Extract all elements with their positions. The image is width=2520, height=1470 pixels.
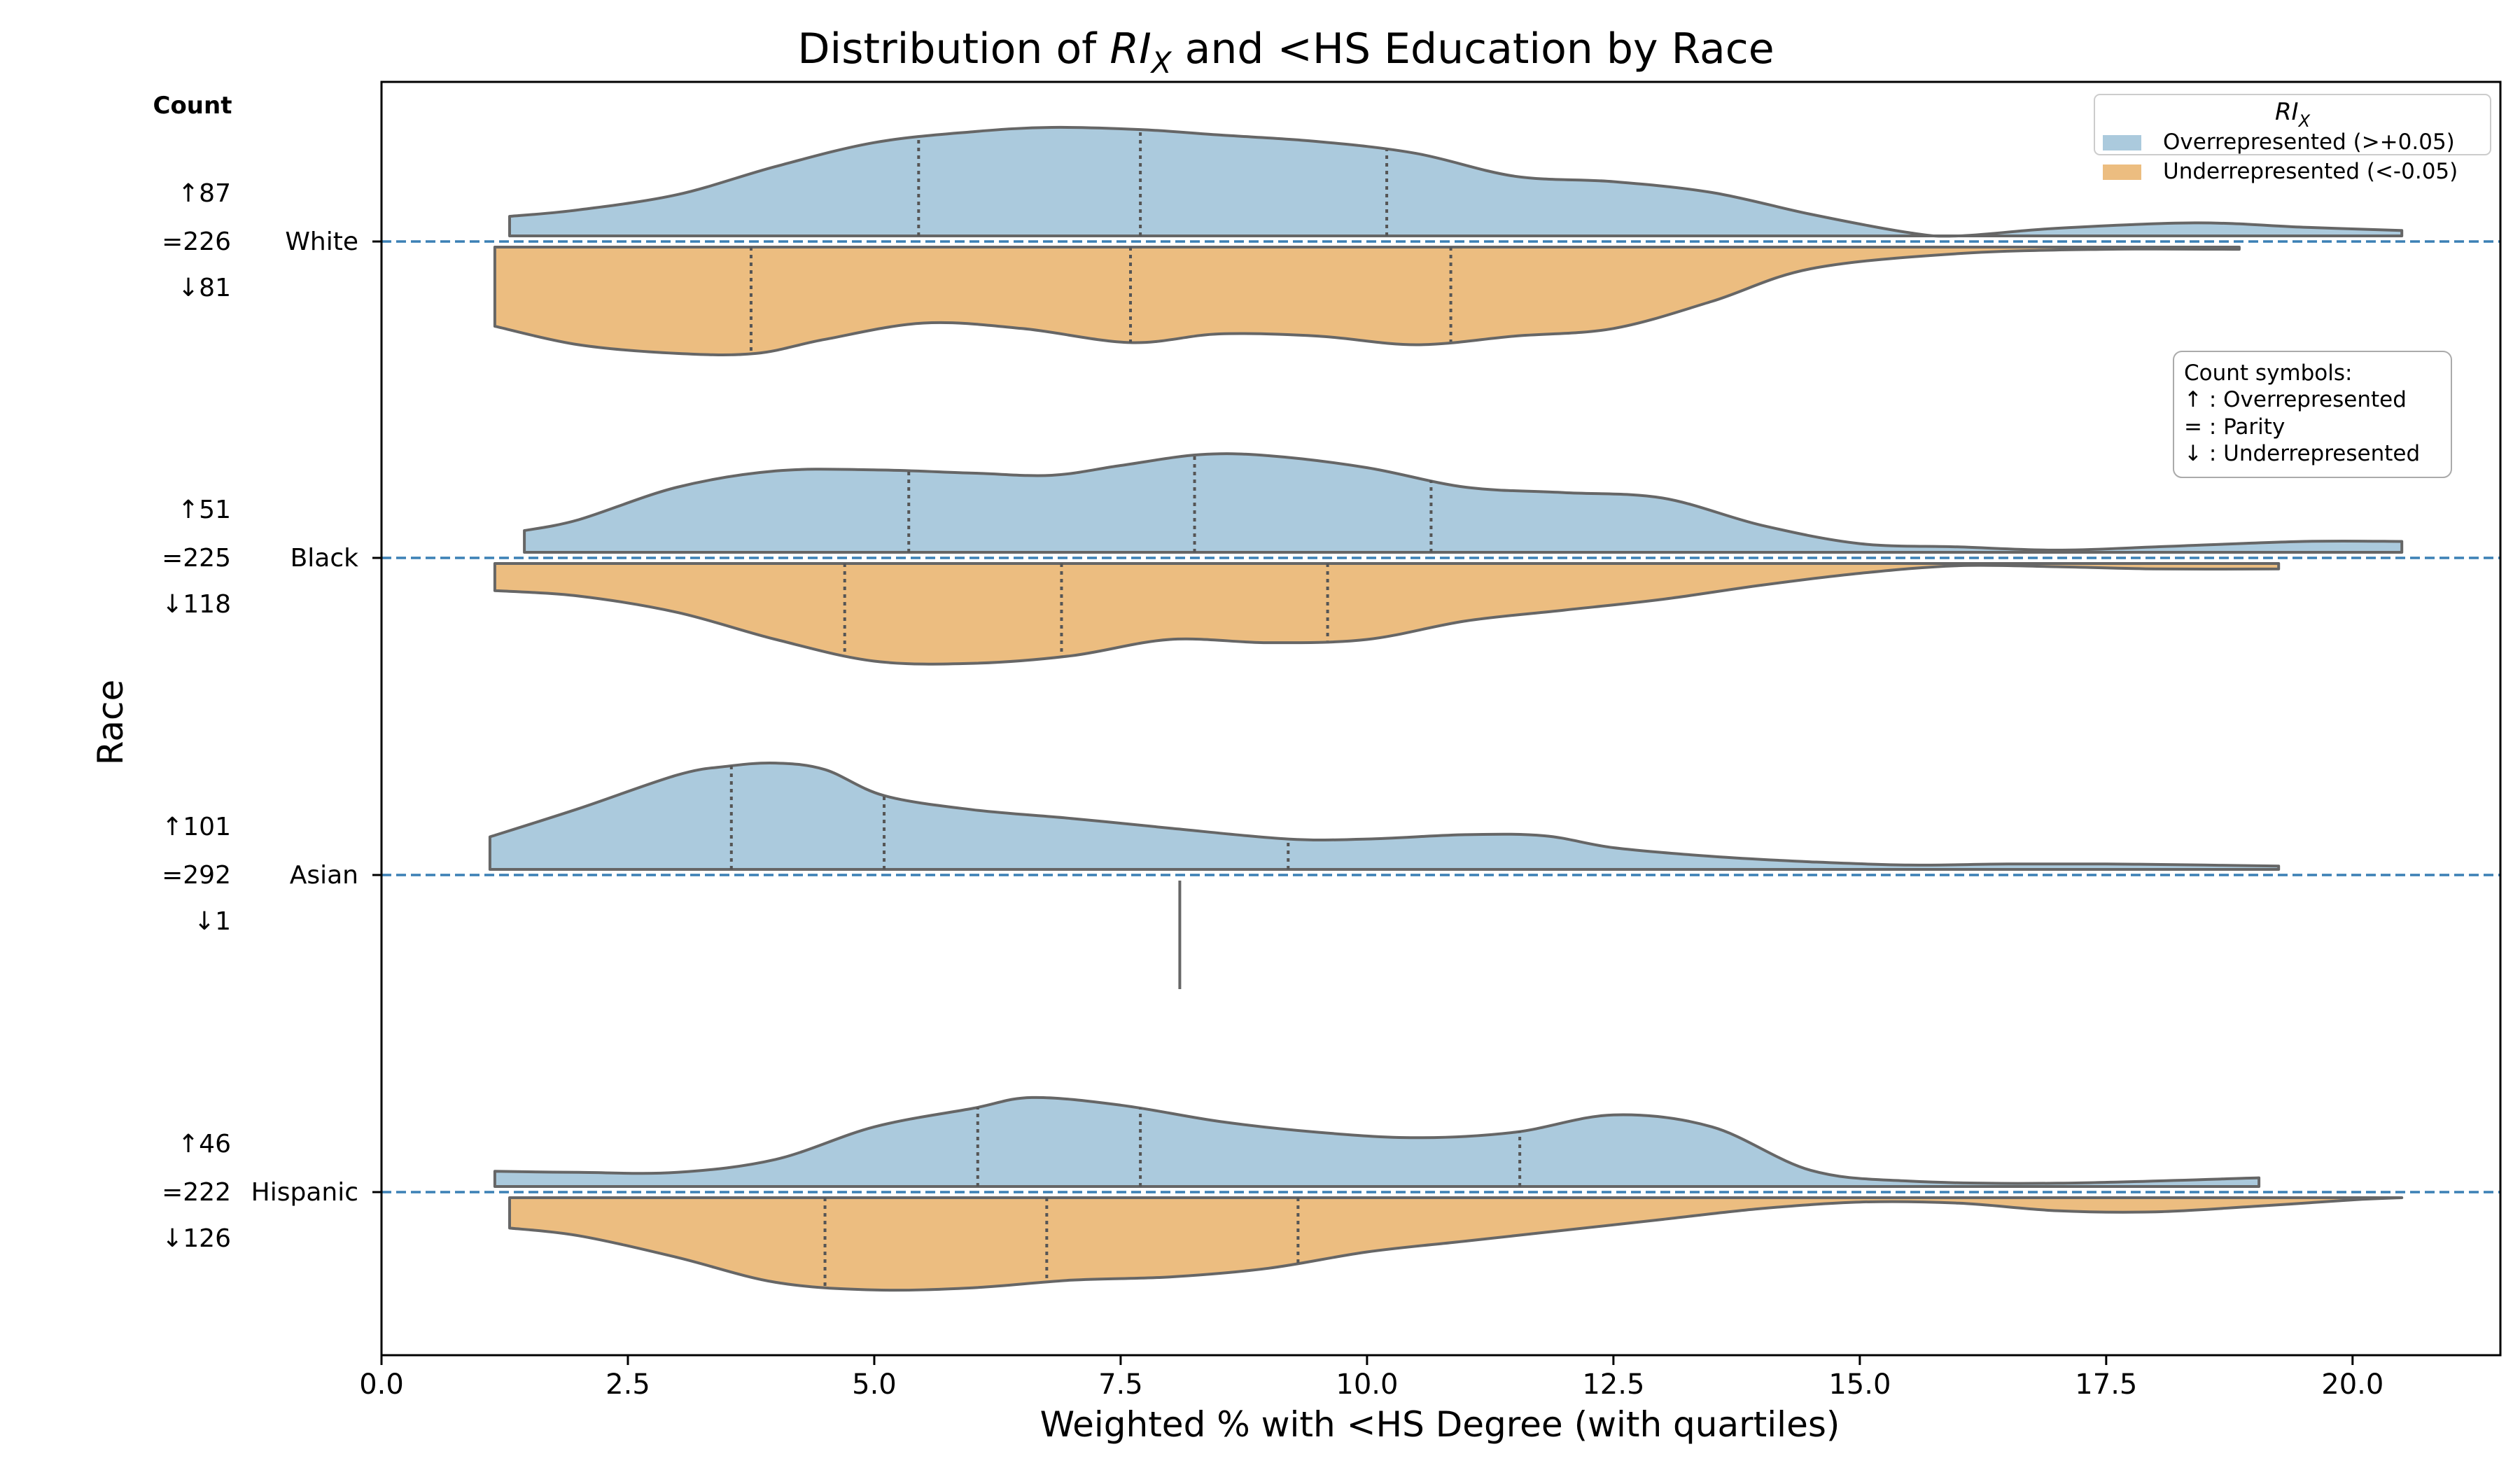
race-label-asian: Asian bbox=[290, 861, 358, 890]
legend: RIX Overrepresented (>+0.05) Underrepres… bbox=[2094, 94, 2491, 184]
count-asian-over: ↑101 bbox=[162, 813, 231, 841]
legend-label-over: Overrepresented (>+0.05) bbox=[2163, 130, 2455, 155]
count-hispanic-over: ↑46 bbox=[178, 1130, 231, 1158]
count-asian-parity: =292 bbox=[162, 861, 231, 890]
count-hispanic-parity: =222 bbox=[162, 1178, 231, 1207]
count-black-over: ↑51 bbox=[178, 496, 231, 524]
violin-asian-over bbox=[488, 761, 2281, 871]
plot-frame bbox=[380, 80, 2502, 1357]
race-label-black: Black bbox=[290, 544, 359, 573]
race-labels: White ↑87 =226 ↓81 Black ↑51 =225 ↓118 Asian ↑101… bbox=[162, 179, 382, 1253]
legend-frame bbox=[2094, 94, 2491, 155]
count-black-under: ↓118 bbox=[162, 590, 231, 619]
count-symbols-box: Count symbols: ↑ : Overrepresented = : P… bbox=[2173, 351, 2452, 478]
count-white-over: ↑87 bbox=[178, 179, 231, 208]
count-white-under: ↓81 bbox=[178, 274, 231, 302]
race-label-white: White bbox=[285, 227, 358, 256]
count-symbols-line-2: ↑ : Overrepresented bbox=[2184, 387, 2407, 412]
violin-black-under bbox=[493, 562, 2281, 666]
plot-area bbox=[382, 125, 2500, 1292]
x-tick-label-8: 20.0 bbox=[2321, 1368, 2384, 1401]
race-label-hispanic: Hispanic bbox=[251, 1178, 358, 1207]
x-axis-label: Weighted % with <HS Degree (with quartil… bbox=[1040, 1404, 1840, 1445]
violin-white-over bbox=[508, 125, 2404, 238]
count-white-parity: =226 bbox=[162, 227, 231, 256]
x-tick-label-4: 10.0 bbox=[1336, 1368, 1398, 1401]
legend-swatch-under bbox=[2103, 164, 2141, 180]
x-axis: 0.0 2.5 5.0 7.5 10.0 12.5 15.0 17.5 20.0 bbox=[359, 1355, 2384, 1401]
count-symbols-line-1: Count symbols: bbox=[2184, 360, 2352, 386]
legend-title: RIX bbox=[2275, 98, 2311, 131]
x-tick-label-2: 5.0 bbox=[852, 1368, 897, 1401]
x-tick-label-7: 17.5 bbox=[2075, 1368, 2137, 1401]
count-symbols-frame bbox=[2173, 351, 2452, 478]
count-asian-under: ↓1 bbox=[194, 907, 231, 936]
violin-hispanic-under bbox=[508, 1196, 2404, 1292]
x-tick-label-5: 12.5 bbox=[1582, 1368, 1644, 1401]
violin-hispanic-over bbox=[493, 1096, 2261, 1188]
x-tick-label-6: 15.0 bbox=[1828, 1368, 1891, 1401]
count-symbols-line-3: = : Parity bbox=[2184, 414, 2285, 440]
x-tick-label-1: 2.5 bbox=[606, 1368, 650, 1401]
count-hispanic-under: ↓126 bbox=[162, 1224, 231, 1253]
count-black-parity: =225 bbox=[162, 544, 231, 573]
violin-black-over bbox=[523, 452, 2404, 554]
x-tick-label-0: 0.0 bbox=[359, 1368, 404, 1401]
y-axis-label: Race bbox=[90, 680, 131, 766]
count-header: Count bbox=[153, 92, 232, 120]
count-symbols-line-4: ↓ : Underrepresented bbox=[2184, 441, 2420, 466]
legend-swatch-over bbox=[2103, 135, 2141, 150]
violin-white-under bbox=[493, 246, 2241, 356]
legend-label-under: Underrepresented (<-0.05) bbox=[2163, 159, 2458, 184]
x-tick-label-3: 7.5 bbox=[1098, 1368, 1143, 1401]
chart-title: Distribution of RIX and <HS Education by… bbox=[797, 24, 1774, 80]
